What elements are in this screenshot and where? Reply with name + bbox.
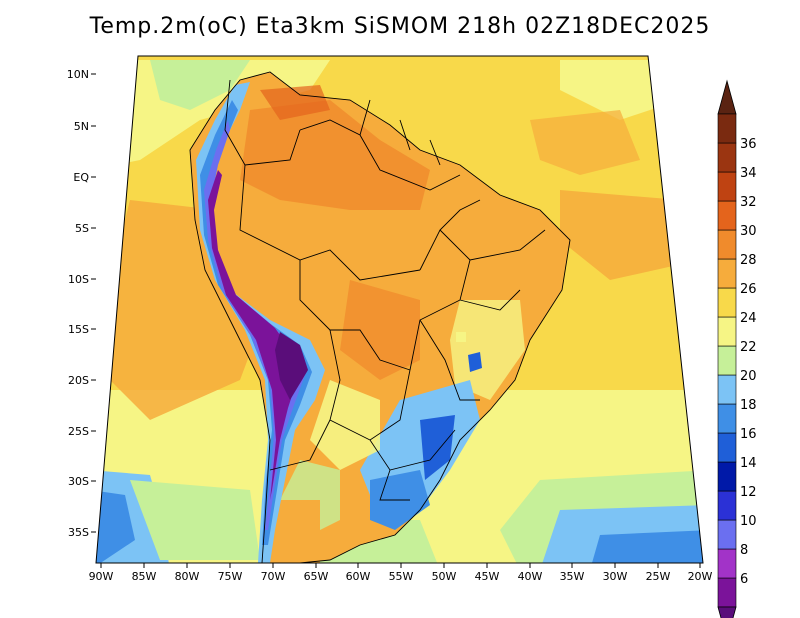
map-title: Temp.2m(oC) Eta3km SiSMOM 218h 02Z18DEC2…	[89, 14, 711, 39]
lon-label-50w: 50W	[432, 570, 457, 583]
lon-label-30w: 30W	[603, 570, 628, 583]
colorbar-segment	[717, 519, 737, 550]
colorbar-segment	[717, 287, 737, 318]
colorbar-label: 20	[740, 369, 757, 384]
colorbar-segment	[717, 258, 737, 289]
colorbar-segment	[717, 374, 737, 405]
lon-label-55w: 55W	[389, 570, 414, 583]
colorbar-label: 18	[740, 398, 757, 413]
lon-label-75w: 75W	[218, 570, 243, 583]
colorbar-label: 36	[740, 137, 757, 152]
lat-label-15s: 15S	[68, 323, 89, 336]
colorbar-segment	[717, 432, 737, 463]
colorbar-label: 16	[740, 427, 757, 442]
temperature-field	[96, 56, 703, 563]
map-frame	[95, 55, 704, 564]
lon-label-60w: 60W	[346, 570, 371, 583]
lat-label-5n: 5N	[74, 120, 89, 133]
lon-label-85w: 85W	[132, 570, 157, 583]
colorbar-label: 6	[740, 572, 748, 587]
lat-label-10n: 10N	[67, 68, 89, 81]
colorbar-segment	[717, 200, 737, 231]
lat-label-10s: 10S	[68, 273, 89, 286]
colorbar-segment	[717, 229, 737, 260]
lon-label-65w: 65W	[304, 570, 329, 583]
colorbar-segment	[717, 316, 737, 347]
colorbar-label: 34	[740, 166, 757, 181]
colorbar-label: 28	[740, 253, 757, 268]
colorbar-segment	[717, 403, 737, 434]
colorbar-label: 8	[740, 543, 748, 558]
lon-label-25w: 25W	[646, 570, 671, 583]
colorbar-segment	[717, 171, 737, 202]
lon-label-20w: 20W	[688, 570, 713, 583]
colorbar-label: 12	[740, 485, 757, 500]
colorbar-label: 26	[740, 282, 757, 297]
colorbar-label: 10	[740, 514, 757, 529]
lon-label-45w: 45W	[475, 570, 500, 583]
colorbar-min-arrow	[717, 606, 737, 618]
colorbar-segment	[717, 548, 737, 579]
longitude-axis	[100, 563, 701, 568]
colorbar-segment	[717, 490, 737, 521]
colorbar-segment	[717, 345, 737, 376]
colorbar-label: 32	[740, 195, 757, 210]
political-boundaries	[189, 71, 571, 563]
latitude-axis	[91, 73, 96, 533]
lat-label-20s: 20S	[68, 374, 89, 387]
lon-label-90w: 90W	[89, 570, 114, 583]
lat-label-35s: 35S	[68, 526, 89, 539]
colorbar-label: 30	[740, 224, 757, 239]
colorbar-segment	[717, 142, 737, 173]
lat-label-eq: EQ	[73, 171, 89, 184]
lon-label-40w: 40W	[518, 570, 543, 583]
lat-label-5s: 5S	[75, 222, 89, 235]
lat-label-25s: 25S	[68, 425, 89, 438]
colorbar-label: 24	[740, 311, 757, 326]
colorbar-segment	[717, 461, 737, 492]
lat-label-30s: 30S	[68, 475, 89, 488]
colorbar: 6 8 10 12 14 16 18 20 22 24 26 28 30 32 34 36	[717, 79, 757, 618]
lon-label-80w: 80W	[175, 570, 200, 583]
lon-label-35w: 35W	[560, 570, 585, 583]
colorbar-label: 14	[740, 456, 757, 471]
colorbar-max-arrow	[717, 79, 737, 115]
colorbar-label: 22	[740, 340, 757, 355]
colorbar-segment	[717, 577, 737, 608]
colorbar-segment	[717, 113, 737, 144]
lon-label-70w: 70W	[261, 570, 286, 583]
